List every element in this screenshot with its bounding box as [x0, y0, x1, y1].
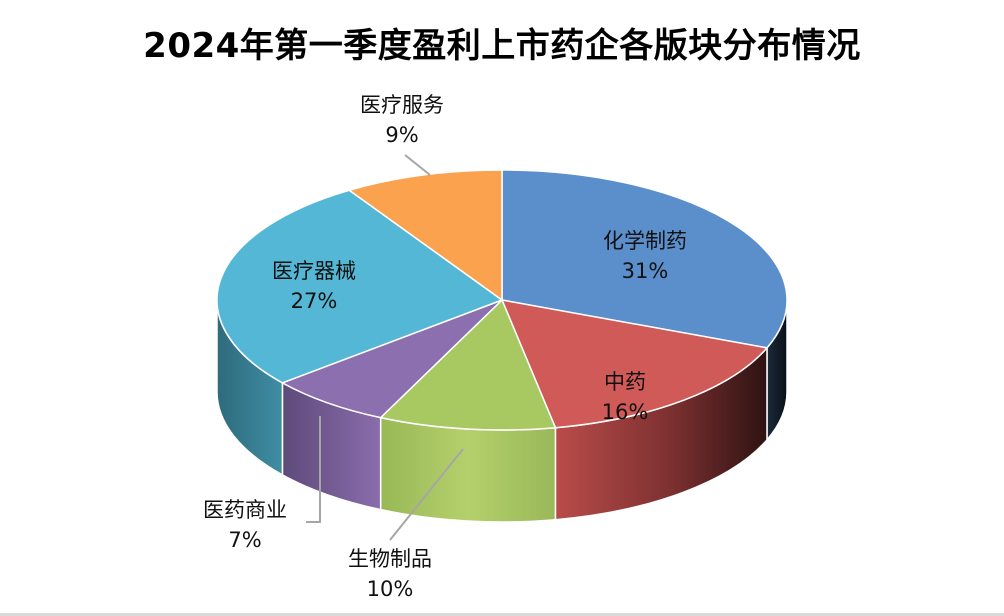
label-pct: 10% — [366, 577, 414, 601]
label-pct: 7% — [228, 528, 262, 552]
label-pct: 16% — [601, 400, 649, 424]
pie-slice-3 — [281, 299, 503, 419]
label-name: 中药 — [604, 370, 646, 394]
data-label-medical-devices: 医疗器械 27% — [244, 256, 384, 316]
pie-slice-0 — [501, 169, 788, 349]
chart-title: 2024年第一季度盈利上市药企各版块分布情况 — [143, 26, 861, 66]
data-label-biologics: 生物制品 10% — [320, 544, 460, 604]
pie-slice-4 — [216, 189, 503, 384]
pie-slice-2 — [379, 299, 557, 431]
data-label-chemical-pharma: 化学制药 31% — [575, 226, 715, 286]
pie-root — [216, 169, 788, 523]
data-label-tcm: 中药 16% — [555, 367, 695, 427]
bottom-border — [0, 613, 1004, 616]
label-name: 化学制药 — [603, 229, 687, 253]
pie-slice-1 — [501, 299, 768, 429]
label-pct: 9% — [385, 123, 419, 147]
leader-line-biologics — [389, 448, 464, 541]
label-pct: 27% — [290, 289, 338, 313]
leader-line-pharma-commerce — [306, 416, 321, 523]
label-name: 医药商业 — [203, 498, 287, 522]
data-label-pharma-commerce: 医药商业 7% — [175, 495, 315, 555]
label-name: 生物制品 — [348, 547, 432, 571]
label-pct: 31% — [621, 259, 669, 283]
label-name: 医疗器械 — [272, 259, 356, 283]
pie-slice-5 — [348, 169, 503, 301]
data-label-medical-service: 医疗服务 9% — [332, 90, 472, 150]
leader-line-medical-service — [404, 154, 431, 176]
pie-side-2 — [379, 416, 557, 523]
label-name: 医疗服务 — [360, 93, 444, 117]
